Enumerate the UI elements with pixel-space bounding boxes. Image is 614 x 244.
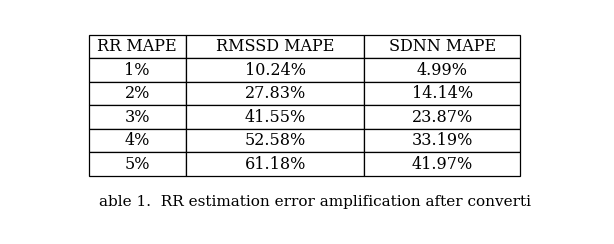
Text: 4.99%: 4.99% [417,62,468,79]
Text: 33.19%: 33.19% [412,132,473,149]
Bar [364,105,520,129]
Bar [88,58,186,82]
Bar [186,35,364,58]
Bar [364,58,520,82]
Text: 1%: 1% [125,62,150,79]
Text: 52.58%: 52.58% [244,132,306,149]
Text: SDNN MAPE: SDNN MAPE [389,38,496,55]
Text: 41.97%: 41.97% [412,156,473,173]
Bar [364,82,520,105]
Text: 23.87%: 23.87% [412,109,473,126]
Text: 14.14%: 14.14% [412,85,473,102]
Text: 10.24%: 10.24% [244,62,306,79]
Text: RR MAPE: RR MAPE [98,38,177,55]
Text: 2%: 2% [125,85,150,102]
Text: 61.18%: 61.18% [244,156,306,173]
Bar [364,35,520,58]
Text: 4%: 4% [125,132,150,149]
Text: 27.83%: 27.83% [244,85,306,102]
Text: RMSSD MAPE: RMSSD MAPE [216,38,334,55]
Bar [88,82,186,105]
Bar [186,82,364,105]
Bar [186,58,364,82]
Bar [88,105,186,129]
Bar [88,35,186,58]
Text: 5%: 5% [125,156,150,173]
Bar [186,152,364,176]
Bar [186,105,364,129]
Bar [88,129,186,152]
Text: 41.55%: 41.55% [244,109,306,126]
Text: 3%: 3% [125,109,150,126]
Bar [364,152,520,176]
Bar [186,129,364,152]
Bar [88,152,186,176]
Bar [364,129,520,152]
Text: able 1.  RR estimation error amplification after converti: able 1. RR estimation error amplificatio… [99,195,530,209]
